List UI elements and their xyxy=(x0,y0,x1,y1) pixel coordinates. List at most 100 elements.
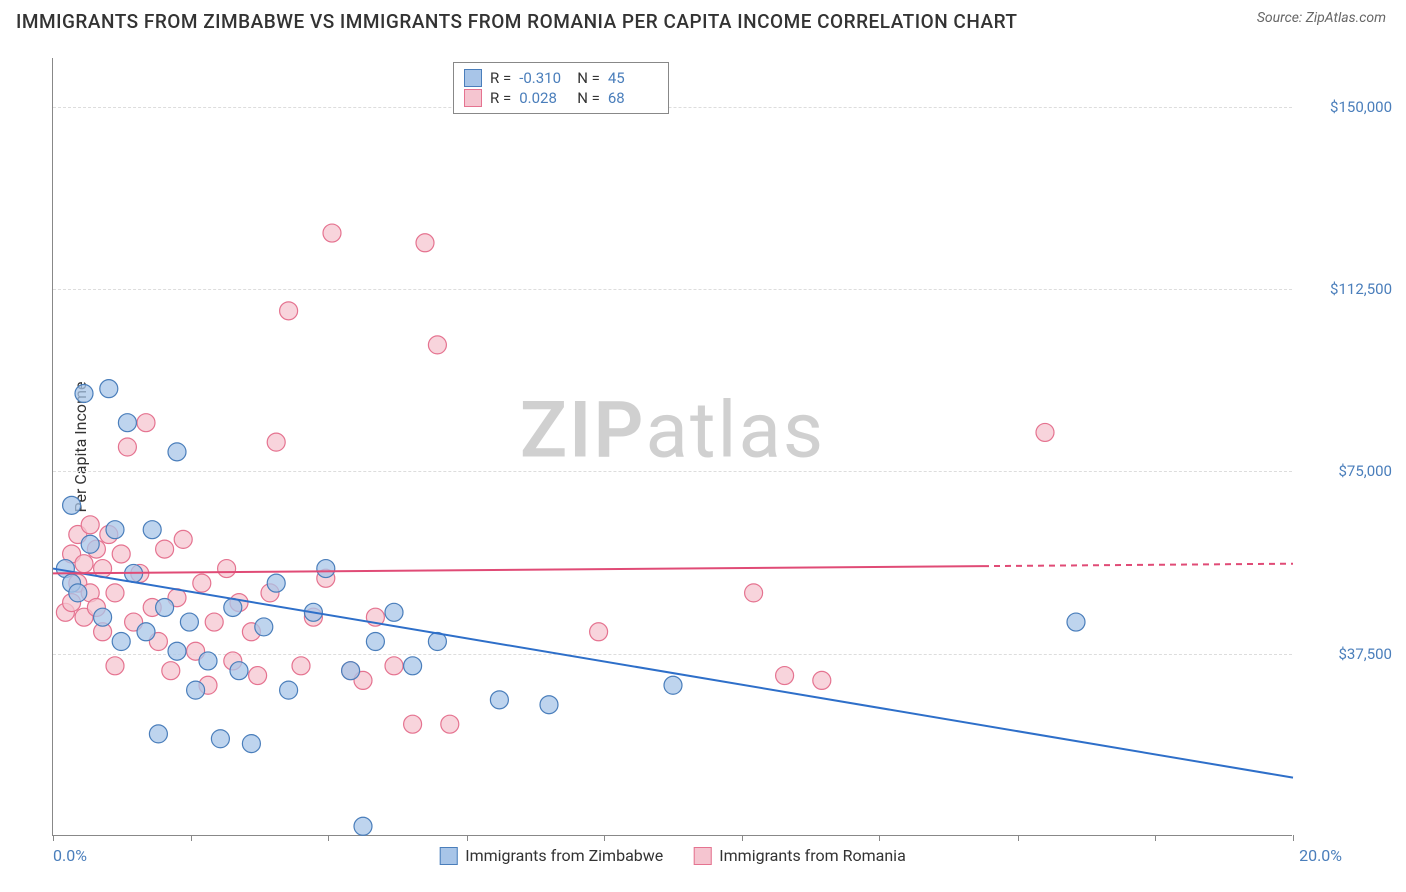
romania-point xyxy=(106,657,124,675)
zimbabwe-point xyxy=(354,817,372,835)
r-label: R = xyxy=(490,89,511,107)
zimbabwe-point xyxy=(149,725,167,743)
romania-point xyxy=(81,516,99,534)
romania-point xyxy=(249,667,267,685)
zimbabwe-point xyxy=(540,696,558,714)
n-label: N = xyxy=(577,69,600,87)
romania-point xyxy=(776,667,794,685)
zimbabwe-point xyxy=(143,521,161,539)
zimbabwe-point xyxy=(168,642,186,660)
romania-trendline xyxy=(53,566,983,573)
zimbabwe-point xyxy=(1067,613,1085,631)
zimbabwe-point xyxy=(342,662,360,680)
r-label: R = xyxy=(490,69,511,87)
romania-point xyxy=(106,584,124,602)
zimbabwe-point xyxy=(187,681,205,699)
chart-title: IMMIGRANTS FROM ZIMBABWE VS IMMIGRANTS F… xyxy=(16,10,1017,33)
romania-point xyxy=(137,414,155,432)
x-tick xyxy=(328,835,329,841)
zimbabwe-point xyxy=(230,662,248,680)
romania-point xyxy=(75,555,93,573)
romania-point xyxy=(292,657,310,675)
x-tick xyxy=(604,835,605,841)
x-axis-min-label: 0.0% xyxy=(53,846,87,865)
zimbabwe-point xyxy=(180,613,198,631)
x-tick xyxy=(191,835,192,841)
romania-point xyxy=(428,336,446,354)
zimbabwe-point xyxy=(317,560,335,578)
source-label: Source: ZipAtlas.com xyxy=(1257,10,1386,26)
zimbabwe-point xyxy=(404,657,422,675)
zimbabwe-point xyxy=(366,633,384,651)
r-value: -0.310 xyxy=(519,69,569,87)
stats-row: R = 0.028 N = 68 xyxy=(464,89,658,107)
legend-item: Immigrants from Romania xyxy=(693,846,906,865)
zimbabwe-point xyxy=(137,623,155,641)
romania-point xyxy=(162,662,180,680)
y-tick-label: $75,000 xyxy=(1302,462,1392,480)
n-value: 68 xyxy=(608,89,658,107)
y-tick-label: $150,000 xyxy=(1302,98,1392,116)
zimbabwe-point xyxy=(664,676,682,694)
romania-point xyxy=(813,671,831,689)
romania-point xyxy=(1036,423,1054,441)
zimbabwe-point xyxy=(199,652,217,670)
zimbabwe-point xyxy=(63,496,81,514)
x-axis-max-label: 20.0% xyxy=(1299,846,1342,865)
zimbabwe-point xyxy=(224,598,242,616)
legend-label: Immigrants from Zimbabwe xyxy=(465,846,663,865)
legend-label: Immigrants from Romania xyxy=(719,846,906,865)
romania-point xyxy=(193,574,211,592)
romania-point xyxy=(385,657,403,675)
legend-swatch-pink xyxy=(693,847,711,865)
n-value: 45 xyxy=(608,69,658,87)
x-tick xyxy=(742,835,743,841)
romania-point xyxy=(323,224,341,242)
zimbabwe-point xyxy=(385,603,403,621)
legend-swatch-blue xyxy=(464,69,482,87)
chart-plot-area: Per Capita Income ZIPatlas $37,500$75,00… xyxy=(52,58,1292,836)
romania-point xyxy=(218,560,236,578)
romania-point xyxy=(404,715,422,733)
romania-point xyxy=(267,433,285,451)
romania-point xyxy=(118,438,136,456)
romania-point xyxy=(174,530,192,548)
n-label: N = xyxy=(577,89,600,107)
x-tick xyxy=(467,835,468,841)
romania-trendline-dashed xyxy=(983,564,1293,566)
zimbabwe-point xyxy=(112,633,130,651)
legend-item: Immigrants from Zimbabwe xyxy=(439,846,663,865)
r-value: 0.028 xyxy=(519,89,569,107)
zimbabwe-point xyxy=(81,535,99,553)
zimbabwe-point xyxy=(100,380,118,398)
zimbabwe-point xyxy=(280,681,298,699)
y-tick-label: $37,500 xyxy=(1302,645,1392,663)
x-tick xyxy=(1155,835,1156,841)
legend: Immigrants from Zimbabwe Immigrants from … xyxy=(439,846,906,865)
zimbabwe-point xyxy=(255,618,273,636)
zimbabwe-point xyxy=(94,608,112,626)
zimbabwe-point xyxy=(211,730,229,748)
zimbabwe-point xyxy=(75,385,93,403)
zimbabwe-point xyxy=(267,574,285,592)
x-tick xyxy=(879,835,880,841)
x-tick xyxy=(53,835,54,841)
x-tick xyxy=(1293,835,1294,841)
scatter-plot-svg xyxy=(53,58,1292,835)
romania-point xyxy=(441,715,459,733)
zimbabwe-point xyxy=(69,584,87,602)
legend-swatch-pink xyxy=(464,89,482,107)
romania-point xyxy=(112,545,130,563)
romania-point xyxy=(745,584,763,602)
x-tick xyxy=(1018,835,1019,841)
zimbabwe-point xyxy=(168,443,186,461)
romania-point xyxy=(416,234,434,252)
zimbabwe-point xyxy=(106,521,124,539)
zimbabwe-point xyxy=(242,735,260,753)
legend-swatch-blue xyxy=(439,847,457,865)
zimbabwe-point xyxy=(490,691,508,709)
y-tick-label: $112,500 xyxy=(1302,280,1392,298)
romania-point xyxy=(156,540,174,558)
stats-row: R = -0.310 N = 45 xyxy=(464,69,658,87)
zimbabwe-point xyxy=(156,598,174,616)
